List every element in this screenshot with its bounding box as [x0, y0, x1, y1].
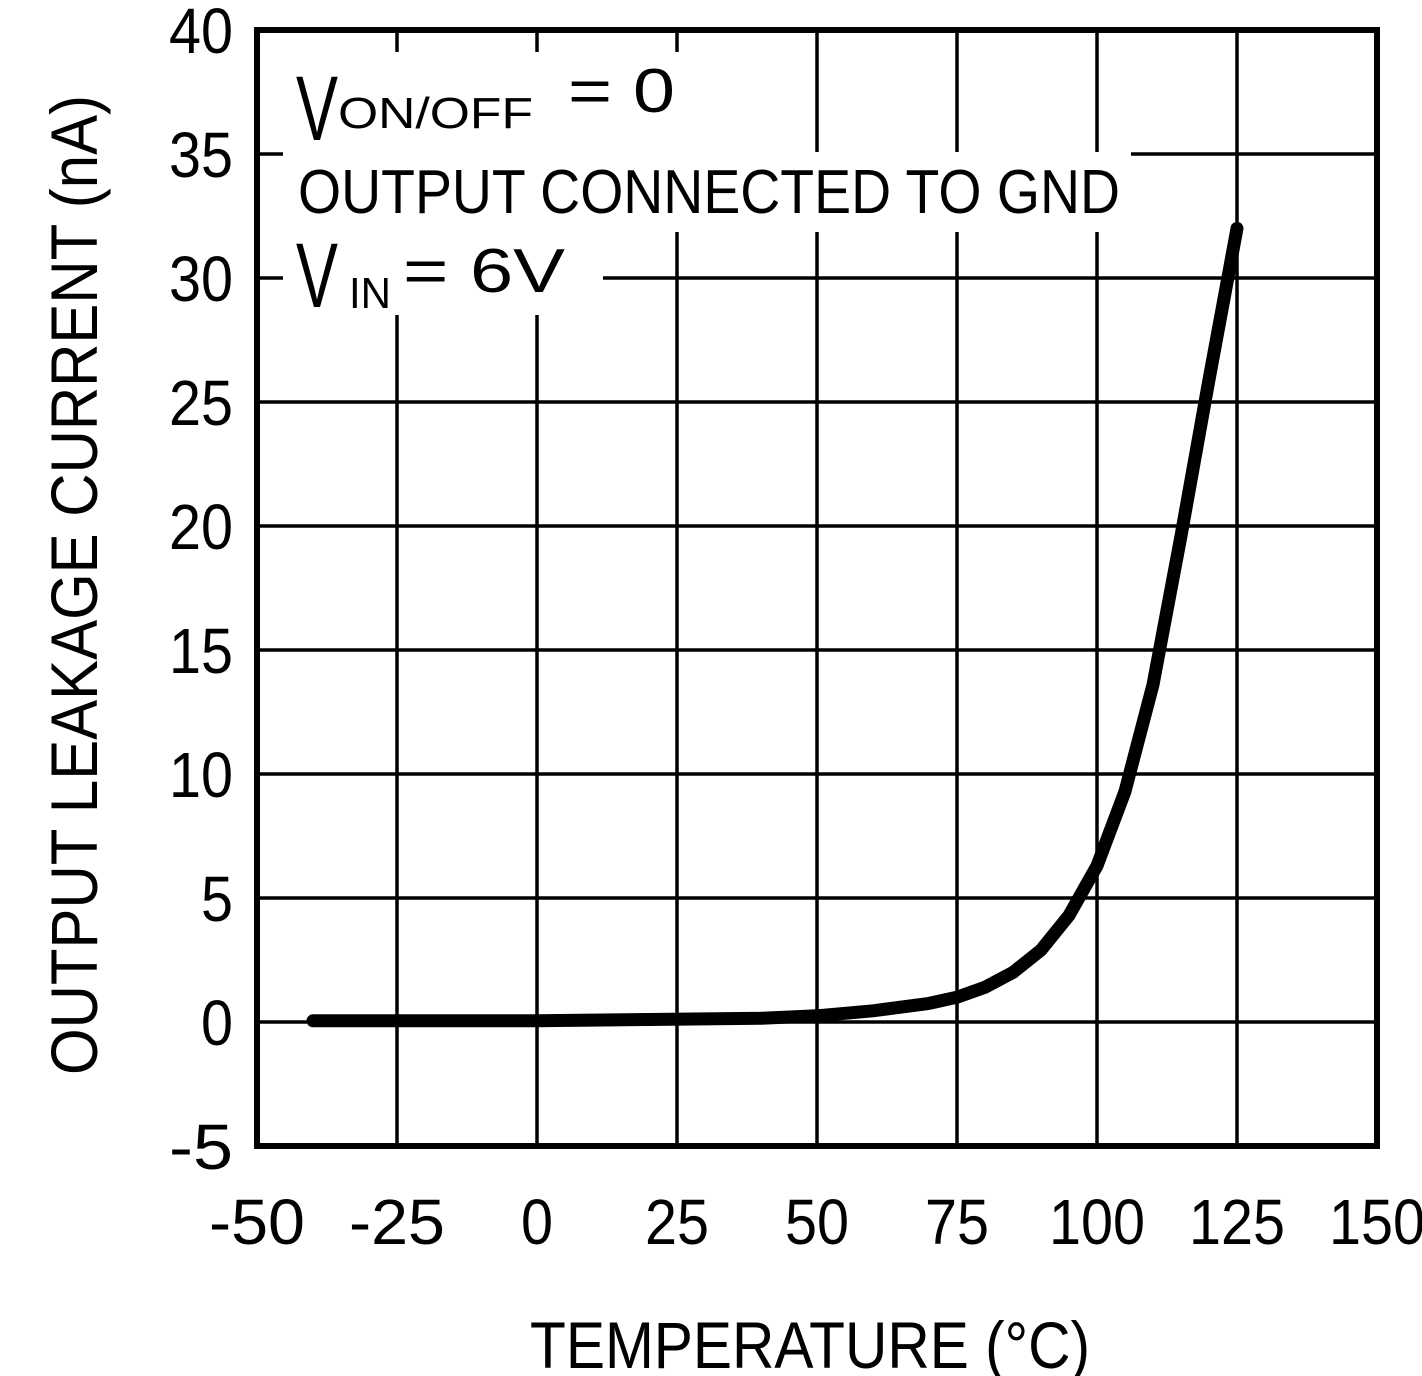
y-tick-label: 30 [169, 243, 233, 315]
x-tick-label: -50 [209, 1186, 305, 1258]
x-tick-label: 100 [1049, 1186, 1145, 1258]
annotation-mask-2 [283, 152, 1131, 232]
plot-border [254, 27, 1380, 1149]
annotation-line-2: OUTPUT CONNECTED TO GND [298, 158, 1120, 227]
x-tick-label: -25 [349, 1186, 445, 1258]
annotation-line-3: V IN = 6V [296, 225, 566, 327]
annotation-1-symbol: V [296, 58, 338, 160]
annotation-3-subscript: IN [349, 269, 391, 318]
y-tick-label: 35 [169, 119, 233, 191]
y-axis-tick-labels: 40 35 30 25 20 15 10 5 0 -5 [169, 0, 233, 1183]
x-axis-title: TEMPERATURE (°C) [530, 1308, 1090, 1376]
x-tick-label: 75 [925, 1186, 989, 1258]
annotation-3-value: = 6V [403, 237, 566, 306]
leakage-current-curve [306, 221, 1244, 1028]
annotation-2-text: OUTPUT CONNECTED TO GND [298, 158, 1120, 227]
y-tick-label: 10 [169, 739, 233, 811]
x-tick-label: 0 [521, 1186, 553, 1258]
y-tick-label: 0 [201, 987, 233, 1059]
y-tick-label: 15 [169, 615, 233, 687]
x-tick-label: 125 [1189, 1186, 1285, 1258]
annotation-masks [283, 52, 1131, 315]
x-tick-label: 25 [645, 1186, 709, 1258]
y-axis-title: OUTPUT LEAKAGE CURRENT (nA) [37, 95, 111, 1075]
annotation-1-value: = 0 [568, 57, 675, 126]
annotation-3-symbol: V [296, 225, 338, 327]
annotation-1-subscript: ON/OFF [338, 89, 533, 138]
x-axis-tick-labels: -50 -25 0 25 50 75 100 125 150 [209, 1186, 1422, 1258]
y-tick-label: -5 [169, 1111, 233, 1183]
y-tick-label: 40 [169, 0, 233, 67]
annotation-mask-3 [283, 232, 603, 315]
y-tick-label: 20 [169, 491, 233, 563]
x-tick-label: 150 [1329, 1186, 1422, 1258]
annotation-line-1: V ON/OFF = 0 [296, 57, 675, 160]
x-tick-label: 50 [785, 1186, 849, 1258]
y-tick-label: 25 [169, 367, 233, 439]
y-tick-label: 5 [201, 863, 233, 935]
annotation-mask-1 [283, 52, 698, 152]
